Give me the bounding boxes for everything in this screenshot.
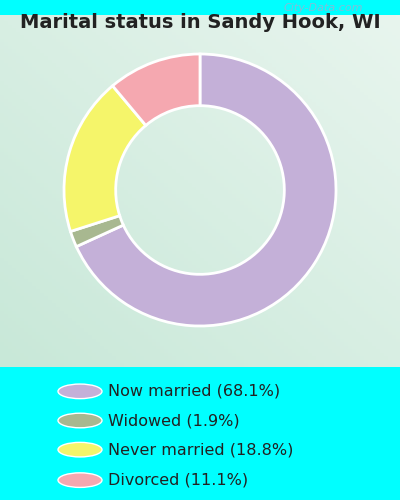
Circle shape (58, 442, 102, 457)
Circle shape (58, 384, 102, 398)
Text: Now married (68.1%): Now married (68.1%) (108, 384, 280, 399)
Text: Never married (18.8%): Never married (18.8%) (108, 442, 293, 457)
Wedge shape (70, 216, 123, 246)
Text: Widowed (1.9%): Widowed (1.9%) (108, 413, 240, 428)
Wedge shape (112, 54, 200, 126)
Text: Marital status in Sandy Hook, WI: Marital status in Sandy Hook, WI (20, 12, 380, 32)
Circle shape (58, 473, 102, 488)
Wedge shape (76, 54, 336, 326)
Circle shape (58, 413, 102, 428)
Text: City-Data.com: City-Data.com (284, 3, 363, 13)
Wedge shape (64, 86, 146, 232)
Text: Divorced (11.1%): Divorced (11.1%) (108, 472, 248, 488)
